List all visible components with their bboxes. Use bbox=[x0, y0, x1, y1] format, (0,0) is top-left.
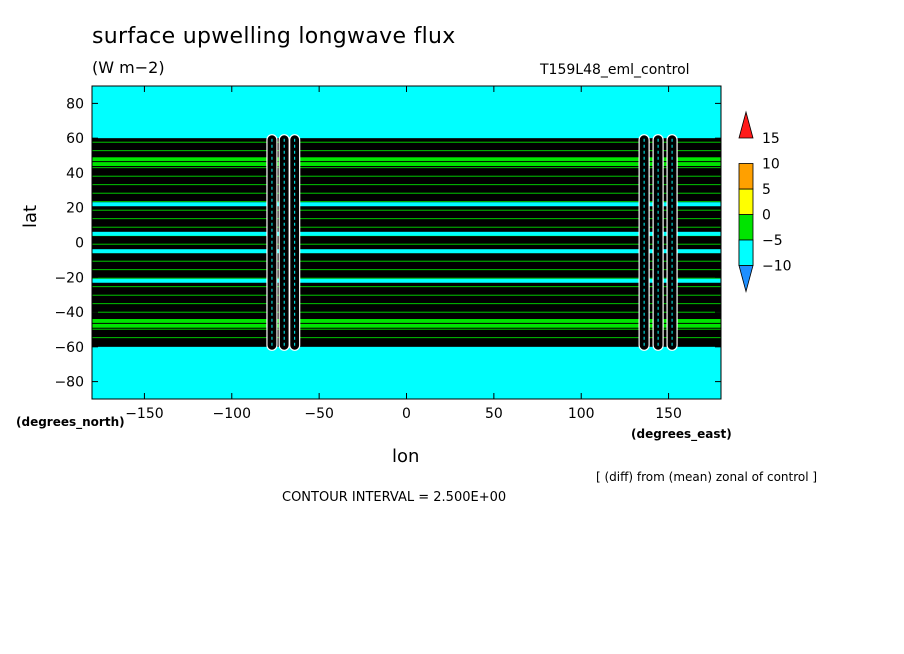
chart-title: surface upwelling longwave flux bbox=[92, 24, 456, 49]
x-axis-units: (degrees_east) bbox=[631, 427, 732, 441]
y-tick-label: 40 bbox=[66, 166, 84, 182]
x-tick-label: 0 bbox=[402, 406, 411, 422]
y-axis-units: (degrees_north) bbox=[16, 415, 125, 429]
y-tick-label: −60 bbox=[54, 340, 84, 356]
colorbar-max-triangle bbox=[738, 110, 754, 139]
x-tick-label: −100 bbox=[213, 406, 251, 422]
y-tick-label: −80 bbox=[54, 375, 84, 391]
contour-band-region bbox=[92, 138, 721, 347]
colorbar-label: 15 bbox=[762, 131, 780, 147]
colorbar-label: −10 bbox=[762, 259, 792, 275]
colorbar-label: 10 bbox=[762, 157, 780, 173]
x-axis-label: lon bbox=[392, 446, 420, 467]
x-tick-label: 50 bbox=[485, 406, 503, 422]
x-tick-label: 100 bbox=[568, 406, 595, 422]
y-tick-label: −20 bbox=[54, 270, 84, 286]
colorbar-segment bbox=[738, 163, 754, 190]
x-tick-label: 150 bbox=[655, 406, 682, 422]
colorbar-label: 0 bbox=[762, 208, 771, 224]
y-tick-label: 60 bbox=[66, 131, 84, 147]
diff-note: [ (diff) from (mean) zonal of control ] bbox=[596, 470, 818, 484]
colorbar-segment bbox=[738, 188, 754, 215]
chart-units: (W m−2) bbox=[92, 58, 165, 77]
x-tick-label: −150 bbox=[125, 406, 163, 422]
cyan-lat-line bbox=[92, 202, 721, 207]
y-tick-label: 20 bbox=[66, 201, 84, 217]
contour-interval: CONTOUR INTERVAL = 2.500E+00 bbox=[282, 490, 507, 505]
y-tick-label: −40 bbox=[54, 305, 84, 321]
cyan-lat-line bbox=[92, 278, 721, 283]
cyan-lat-line bbox=[92, 231, 721, 236]
y-tick-label: 0 bbox=[75, 236, 84, 252]
run-name: T159L48_eml_control bbox=[540, 62, 690, 78]
y-tick-label: 80 bbox=[66, 96, 84, 112]
colorbar-segment bbox=[738, 214, 754, 241]
cyan-lat-line bbox=[92, 249, 721, 254]
colorbar-segment bbox=[738, 239, 754, 266]
colorbar-min-triangle bbox=[738, 265, 754, 294]
colorbar-label: −5 bbox=[762, 233, 783, 249]
colorbar-label: 5 bbox=[762, 182, 771, 198]
x-tick-label: −50 bbox=[304, 406, 334, 422]
